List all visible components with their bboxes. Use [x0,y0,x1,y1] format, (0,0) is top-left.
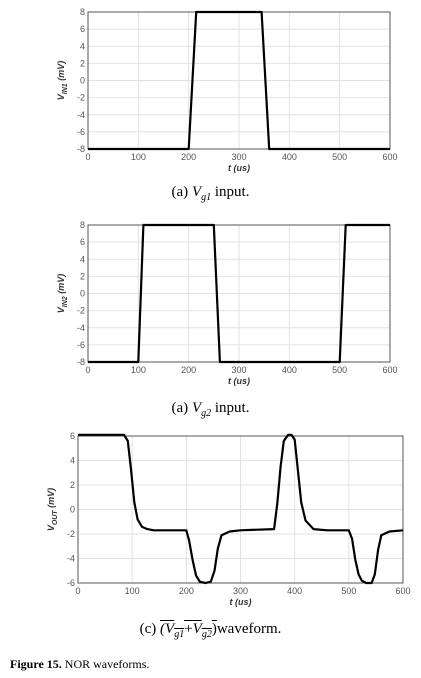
y-tick-label: 8 [80,7,85,17]
x-tick-label: 100 [131,152,146,162]
x-tick-label: 300 [231,152,246,162]
x-tick-label: 100 [125,586,140,596]
y-tick-label: -4 [67,554,75,564]
vout-chart: 0 100 200 300 400 500 600 6 4 2 0 -2 -4 -6 t (us) VOUT … [46,431,411,607]
y-tick-label: 6 [70,431,75,441]
x-tick-label: 600 [382,152,397,162]
y-tick-label: 4 [80,41,85,51]
x-tick-label: 500 [332,152,347,162]
x-tick-label: 0 [75,586,80,596]
x-tick-label: 300 [231,365,246,375]
waveform-line [78,433,404,585]
y-tick-label: 2 [80,271,85,281]
y-tick-label: -2 [67,529,75,539]
x-tick-label: 400 [282,365,297,375]
x-tick-label: 200 [181,365,196,375]
y-tick-label: 0 [80,76,85,86]
waveform-line [88,10,390,151]
vin2-chart: 0 100 200 300 400 500 600 8 6 4 2 0 -2 -4 -6 -8 t (us) VI… [56,220,398,386]
x-tick-label: 100 [131,365,146,375]
y-tick-label: -6 [77,127,85,137]
x-axis-label: t (us) [228,163,250,173]
y-tick-label: 6 [80,237,85,247]
x-tick-label: 0 [85,152,90,162]
x-tick-label: 300 [233,586,248,596]
y-axis-label: VIN2 (mV) [56,274,69,313]
y-tick-label: 2 [80,58,85,68]
y-tick-label: 4 [80,254,85,264]
y-tick-label: 4 [70,456,75,466]
y-tick-label: 8 [80,220,85,230]
y-axis-label: VIN1 (mV) [56,61,69,100]
y-tick-label: 0 [80,289,85,299]
y-tick-label: 6 [80,24,85,34]
chart-c-caption: (c) (Vg1+Vg2)waveform. [139,621,282,640]
x-tick-label: 0 [85,365,90,375]
vin1-chart: 0 100 200 300 400 500 600 8 6 4 2 0 -2 -4 -6 -8 t (us) VI… [56,7,398,173]
y-tick-label: 0 [70,505,75,515]
x-tick-label: 600 [382,365,397,375]
y-tick-label: -6 [77,340,85,350]
figure-caption: Figure 15. NOR waveforms. [10,657,150,671]
y-axis-label: VOUT (mV) [46,488,59,531]
x-tick-label: 500 [341,586,356,596]
x-axis-label: t (us) [228,376,250,386]
x-tick-label: 200 [179,586,194,596]
plot-frame [77,435,404,584]
y-tick-label: 2 [70,480,75,490]
x-tick-label: 600 [395,586,410,596]
y-tick-label: -2 [77,306,85,316]
y-tick-label: -8 [77,357,85,367]
y-tick-label: -4 [77,323,85,333]
x-axis-label: t (us) [230,597,252,607]
y-tick-label: -8 [77,144,85,154]
x-tick-label: 400 [287,586,302,596]
x-tick-label: 400 [282,152,297,162]
x-tick-label: 200 [181,152,196,162]
x-tick-label: 500 [332,365,347,375]
y-tick-label: -4 [77,110,85,120]
y-tick-label: -2 [77,93,85,103]
chart-b-caption: (a) Vg2 input. [171,400,250,419]
waveform-line [88,223,390,364]
chart-a-caption: (a) Vg1 input. [171,184,250,203]
y-tick-label: -6 [67,578,75,588]
